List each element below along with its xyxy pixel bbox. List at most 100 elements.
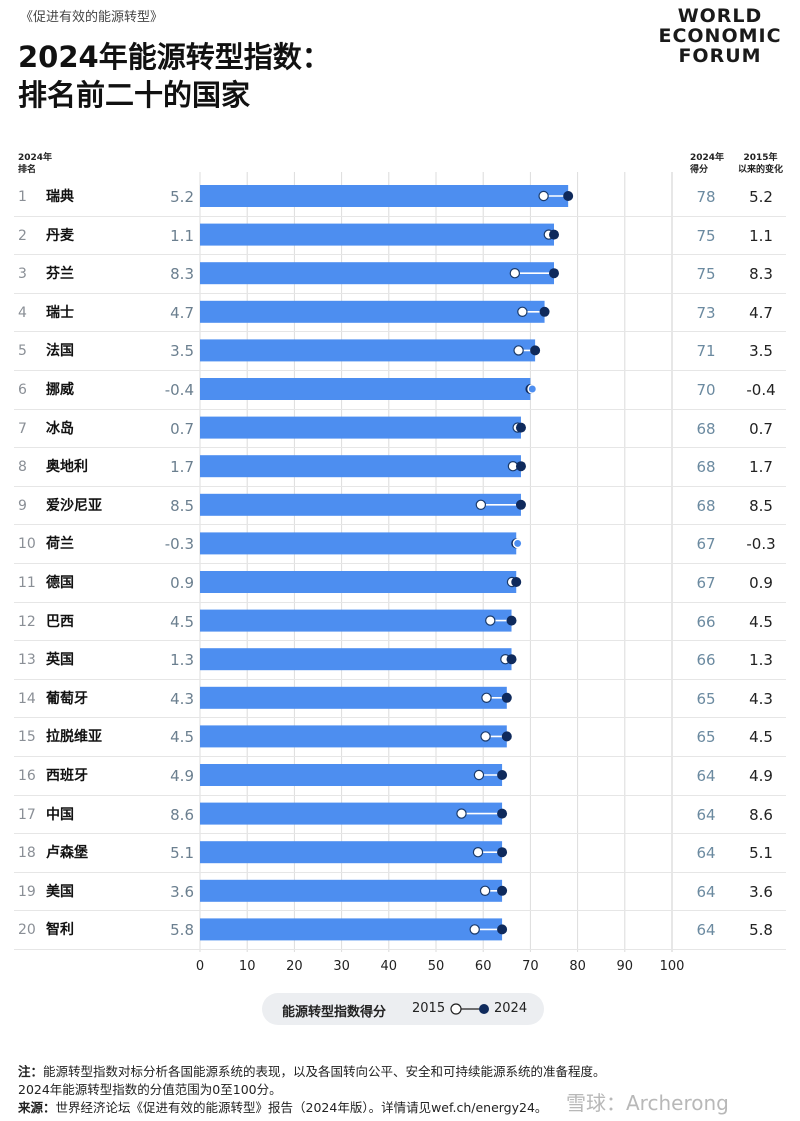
logo-line-2: ECONOMIC xyxy=(658,25,782,47)
country-name: 美国 xyxy=(46,883,74,900)
change-value: 8.3 xyxy=(170,265,194,284)
table-row: 15 拉脱维亚 4.5 65 4.5 xyxy=(0,718,800,756)
table-row: 5 法国 3.5 71 3.5 xyxy=(0,332,800,370)
table-row: 11 德国 0.9 67 0.9 xyxy=(0,564,800,602)
table-row: 6 挪威 -0.4 70 -0.4 xyxy=(0,371,800,409)
change-value-right: 8.3 xyxy=(749,265,773,284)
row-divider xyxy=(14,254,786,256)
dot-2024 xyxy=(515,461,526,472)
bar xyxy=(200,879,503,902)
row-divider xyxy=(14,408,786,410)
watermark: 雪球：Archerong xyxy=(566,1091,729,1115)
bar xyxy=(200,725,507,748)
dot-2015 xyxy=(517,306,528,317)
source-text: 世界经济论坛《促进有效的能源转型》报告（2024年版）。详情请见wef.ch/e… xyxy=(55,1100,548,1115)
row-divider xyxy=(14,717,786,719)
x-tick-label: 70 xyxy=(522,959,539,974)
note-text: 能源转型指数对标分析各国能源系统的表现，以及各国转向公平、安全和可持续能源系统的… xyxy=(43,1064,606,1079)
country-name: 奥地利 xyxy=(46,459,88,476)
dot-2015 xyxy=(512,538,523,549)
row-divider xyxy=(14,485,786,487)
change-value-right: 5.8 xyxy=(749,921,773,940)
dot-2024 xyxy=(501,692,512,703)
change-value-right: 8.5 xyxy=(749,496,773,515)
legend-dots-icon xyxy=(450,1003,489,1015)
dot-2024 xyxy=(530,345,541,356)
table-row: 10 荷兰 -0.3 67 -0.3 xyxy=(0,525,800,563)
change-value-right: 4.5 xyxy=(749,612,773,631)
table-row: 2 丹麦 1.1 75 1.1 xyxy=(0,217,800,255)
bar xyxy=(200,493,521,516)
dot-2015 xyxy=(480,731,491,742)
change-value-right: 4.3 xyxy=(749,689,773,708)
bar xyxy=(200,609,512,632)
rank-label: 2 xyxy=(18,227,27,244)
row-divider xyxy=(14,678,786,680)
x-tick-label: 60 xyxy=(475,959,492,974)
table-row: 14 葡萄牙 4.3 65 4.3 xyxy=(0,680,800,718)
country-name: 挪威 xyxy=(46,382,74,398)
change-value: 5.1 xyxy=(170,844,194,863)
change-value-right: 5.2 xyxy=(749,188,773,206)
bar xyxy=(200,764,503,786)
rank-label: 9 xyxy=(18,497,27,514)
table-row: 4 瑞士 4.7 73 4.7 xyxy=(0,294,800,332)
rank-label: 1 xyxy=(18,189,27,205)
bar xyxy=(200,378,531,400)
wef-logo: WORLD ECONOMIC FORUM xyxy=(650,6,790,66)
score-value: 64 xyxy=(696,805,716,824)
dot-2024 xyxy=(497,808,508,819)
bar xyxy=(200,571,517,593)
row-divider xyxy=(14,756,786,757)
dot-2015 xyxy=(479,885,491,897)
rank-header-line-2: 排名 xyxy=(18,165,37,175)
rank-label: 17 xyxy=(18,806,36,823)
source-line: 来源：世界经济论坛《促进有效的能源转型》报告（2024年版）。详情请见wef.c… xyxy=(18,1099,606,1117)
score-value: 73 xyxy=(696,303,716,322)
country-name: 葡萄牙 xyxy=(46,690,88,707)
dot-2024 xyxy=(515,499,526,510)
legend-label: 能源转型指数得分 xyxy=(282,1005,387,1020)
score-value: 68 xyxy=(696,419,716,438)
change-value: 1.3 xyxy=(170,651,194,670)
score-value: 71 xyxy=(696,342,716,361)
change-value-right: 5.1 xyxy=(749,844,773,863)
report-name: 《促进有效的能源转型》 xyxy=(20,10,164,25)
dot-2015 xyxy=(513,345,524,356)
change-value: -0.3 xyxy=(164,535,194,554)
rank-label: 8 xyxy=(18,459,27,476)
table-row: 18 卢森堡 5.1 64 5.1 xyxy=(0,834,800,872)
rank-header-line-1: 2024年 xyxy=(18,153,53,163)
score-header: 2024年 得分 xyxy=(690,152,724,176)
country-name: 丹麦 xyxy=(46,227,74,244)
bar xyxy=(200,841,503,864)
score-value: 78 xyxy=(696,188,716,206)
change-value-right: 3.5 xyxy=(749,342,773,361)
score-value: 64 xyxy=(696,921,716,940)
score-value: 68 xyxy=(696,496,716,515)
change-value: 1.1 xyxy=(170,226,194,245)
dot-2015 xyxy=(538,190,549,202)
chart-title: 2024年能源转型指数： 排名前二十的国家 xyxy=(18,38,331,114)
dot-2015 xyxy=(456,808,467,819)
change-value: 8.6 xyxy=(170,805,194,824)
country-name: 冰岛 xyxy=(46,420,74,437)
bars xyxy=(200,185,574,941)
change-value-right: 0.9 xyxy=(749,574,773,592)
change-value: 4.9 xyxy=(170,767,194,785)
rank-label: 11 xyxy=(18,575,36,591)
rank-label: 3 xyxy=(18,266,27,283)
x-tick-label: 80 xyxy=(569,959,586,974)
rank-label: 20 xyxy=(18,922,36,939)
change-value: 5.8 xyxy=(170,921,194,940)
rank-label: 19 xyxy=(18,883,36,900)
bar xyxy=(200,455,521,478)
country-name: 德国 xyxy=(46,575,74,591)
change-value: 3.5 xyxy=(170,342,194,361)
row-divider xyxy=(14,524,786,526)
score-value: 70 xyxy=(696,381,716,399)
bar xyxy=(200,532,517,555)
dot-2015 xyxy=(527,384,538,394)
country-name: 瑞典 xyxy=(46,189,74,205)
change-header: 2015年 以来的变化 xyxy=(738,152,783,176)
